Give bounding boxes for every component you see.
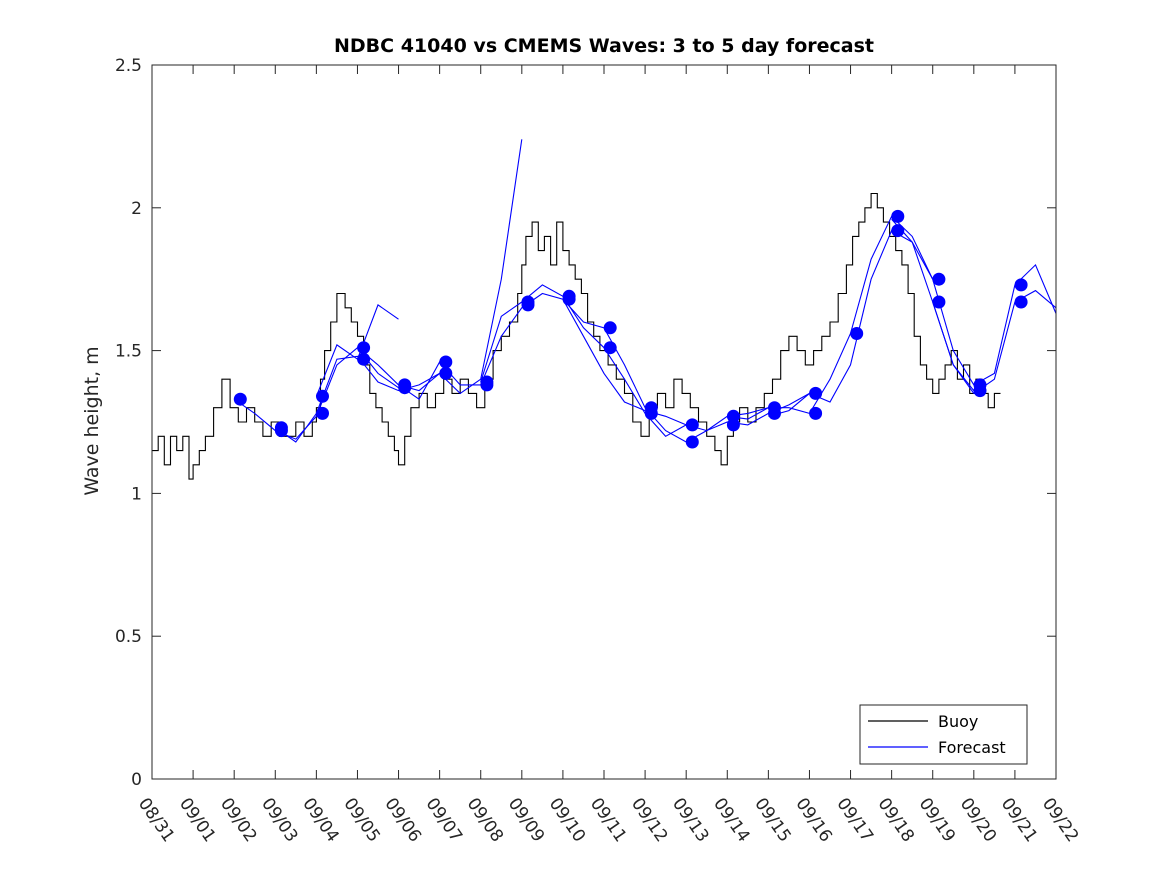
chart-title: NDBC 41040 vs CMEMS Waves: 3 to 5 day fo…: [334, 35, 874, 57]
forecast-marker: [398, 381, 412, 395]
legend-forecast-label: Forecast: [938, 738, 1006, 757]
forecast-marker: [562, 292, 576, 306]
y-tick-label: 0: [131, 770, 142, 790]
forecast-marker: [357, 352, 371, 366]
forecast-marker: [1014, 278, 1028, 292]
forecast-marker: [685, 435, 699, 449]
forecast-marker: [274, 424, 288, 438]
forecast-line: [274, 355, 440, 443]
forecast-marker: [1014, 295, 1028, 309]
forecast-marker: [233, 392, 247, 406]
forecast-line: [727, 215, 934, 420]
forecast-marker: [603, 341, 617, 355]
forecast-marker: [726, 418, 740, 432]
forecast-line: [398, 139, 523, 395]
y-axis: 0 0.5 1 1.5 2 2.5: [115, 56, 1056, 790]
forecast-marker: [891, 209, 905, 223]
forecast-marker: [891, 224, 905, 238]
forecast-marker: [973, 384, 987, 398]
buoy-series: [152, 192, 1001, 480]
y-tick-label: 1: [131, 484, 142, 504]
y-tick-label: 2.5: [115, 56, 142, 76]
legend-buoy-label: Buoy: [938, 712, 978, 731]
forecast-marker: [809, 386, 823, 400]
y-tick-label: 1.5: [115, 342, 142, 362]
forecast-marker: [316, 389, 329, 403]
forecast-line: [357, 347, 481, 400]
y-tick-label: 2: [131, 199, 142, 219]
forecast-marker: [932, 295, 946, 309]
y-axis-label: Wave height, m: [81, 346, 103, 495]
legend: Buoy Forecast: [859, 704, 1028, 765]
forecast-markers: [233, 209, 1028, 449]
forecast-marker: [809, 406, 823, 420]
forecast-marker: [768, 406, 781, 420]
forecast-marker: [357, 341, 371, 355]
forecast-marker: [480, 378, 494, 392]
forecast-marker: [850, 327, 864, 340]
forecast-line: [480, 284, 605, 383]
forecast-line: [932, 289, 1057, 395]
forecast-marker: [521, 298, 535, 312]
forecast-marker: [685, 418, 699, 432]
forecast-marker: [439, 366, 453, 380]
axes-background: [152, 65, 1056, 779]
forecast-line: [233, 346, 399, 440]
buoy-line: [152, 192, 1001, 480]
forecast-marker: [603, 321, 617, 335]
forecast-marker: [316, 406, 329, 420]
axes-box: [151, 64, 1057, 780]
forecast-marker: [932, 272, 946, 286]
forecast-marker: [439, 355, 453, 369]
legend-box: [859, 704, 1028, 765]
y-tick-label: 0.5: [115, 627, 142, 647]
forecast-marker: [644, 406, 658, 420]
